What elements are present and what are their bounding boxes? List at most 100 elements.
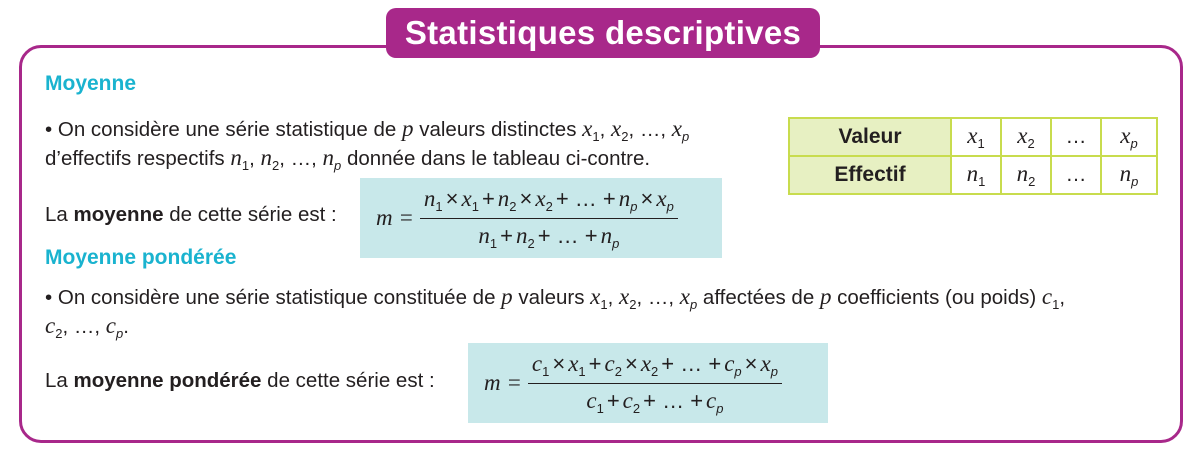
math-variable: xp: [679, 284, 698, 312]
math-variable: p: [402, 116, 414, 141]
row-header: Effectif: [788, 155, 952, 195]
math-operator: +: [606, 387, 620, 413]
math-variable: xp: [656, 185, 674, 214]
math-variable: x1: [461, 185, 479, 214]
subscript: 1: [489, 235, 498, 251]
moyenne-line-2: d’effectifs respectifs n1, n2, …, np don…: [45, 145, 650, 173]
ponderee-line-3: La moyenne pondérée de cette série est :: [45, 369, 435, 393]
subscript: 2: [651, 363, 659, 379]
text: de cette série est :: [261, 369, 435, 392]
text: ,: [1059, 286, 1066, 309]
subscript: 2: [55, 326, 63, 341]
math-variable: x2: [619, 284, 637, 312]
subscript: 1: [592, 129, 600, 144]
text: …: [1065, 125, 1087, 148]
subscript: p: [115, 326, 124, 341]
text: • On considère une série statistique con…: [45, 286, 502, 309]
text: , …,: [636, 286, 680, 309]
table-cell: …: [1050, 155, 1102, 195]
subscript: 1: [435, 198, 443, 214]
row-header: Valeur: [788, 117, 952, 157]
subscript: 2: [271, 158, 280, 173]
math-operator: + … +: [661, 350, 722, 376]
math-variable: cp: [105, 313, 124, 341]
moyenne-line-1: • On considère une série statistique de …: [45, 116, 689, 144]
denominator: c1 + c2 + … + cp: [586, 384, 723, 416]
fraction: c1 × x1 + c2 × x2 + … + cp × xp c1 + c2 + … + cp: [527, 350, 782, 416]
subscript: 1: [596, 400, 604, 416]
subscript: 2: [545, 198, 553, 214]
table-cell: x1: [950, 117, 1002, 157]
math-operator: + … +: [555, 185, 616, 211]
math-operator: ×: [519, 185, 533, 211]
table-cell: n2: [1000, 155, 1052, 195]
text: ,: [599, 118, 612, 141]
math-variable: xp: [671, 116, 690, 144]
subscript: 2: [509, 198, 517, 214]
moyenne-line-3: La moyenne de cette série est :: [45, 203, 337, 227]
subscript: p: [334, 158, 342, 173]
table-cell: n1: [950, 155, 1002, 195]
subscript: 1: [977, 136, 985, 151]
table-cell: x2: [1000, 117, 1052, 157]
math-operator: +: [500, 222, 513, 248]
math-variable: n1: [966, 161, 986, 189]
subscript: p: [734, 363, 742, 379]
math-variable: xp: [1120, 123, 1138, 151]
denominator: n1 + n2 + … + np: [478, 219, 619, 251]
subscript: 1: [1052, 297, 1060, 312]
subscript: p: [1130, 136, 1138, 151]
subscript: 1: [600, 297, 608, 312]
text: .: [123, 315, 129, 338]
subscript: 1: [578, 363, 586, 379]
text: …: [1065, 163, 1087, 186]
ponderee-formula: m = c1 × x1 + c2 × x2 + … + cp × xp c1 + c2 + … + cp: [468, 343, 828, 423]
math-variable: xp: [760, 350, 778, 379]
section-heading-moyenne-ponderee: Moyenne pondérée: [45, 246, 237, 269]
math-variable: n2: [260, 145, 280, 173]
subscript: p: [689, 297, 698, 312]
math-variable: x2: [1017, 123, 1035, 151]
math-variable: cp: [724, 350, 742, 379]
math-variable: np: [322, 145, 342, 173]
math-variable: np: [1119, 161, 1139, 189]
bold-term: moyenne: [73, 203, 164, 226]
math-operator: ×: [624, 350, 638, 376]
subscript: p: [1131, 174, 1139, 189]
math-operator: +: [481, 185, 495, 211]
text: , …,: [279, 147, 323, 170]
formula-lhs: m =: [484, 370, 522, 395]
table-cell: …: [1050, 117, 1102, 157]
math-variable: x2: [611, 116, 629, 144]
math-variable: c2: [604, 350, 622, 379]
math-variable: n1: [478, 222, 498, 251]
numerator: n1 × x1 + n2 × x2 + … + np × xp: [419, 185, 678, 219]
math-variable: np: [618, 185, 638, 214]
math-variable: x2: [535, 185, 553, 214]
text: La: [45, 369, 74, 392]
text: affectées de: [697, 286, 820, 309]
subscript: 1: [471, 198, 479, 214]
text: donnée dans le tableau ci-contre.: [341, 147, 651, 170]
subscript: p: [681, 129, 690, 144]
text: valeurs distinctes: [413, 118, 583, 141]
math-variable: np: [600, 222, 620, 251]
math-operator: ×: [445, 185, 459, 211]
subscript: p: [716, 400, 724, 416]
subscript: 2: [527, 235, 535, 251]
subscript: 1: [542, 363, 550, 379]
table-row-valeur: Valeur x1 x2 … xp: [788, 117, 1158, 157]
subscript: 2: [621, 129, 629, 144]
math-variable: x1: [582, 116, 600, 144]
text: • On considère une série statistique de: [45, 118, 403, 141]
math-variable: p: [501, 284, 513, 309]
math-variable: n2: [515, 222, 535, 251]
text: , …,: [62, 315, 106, 338]
table-row-effectif: Effectif n1 n2 … np: [788, 155, 1158, 195]
math-variable: c1: [586, 387, 604, 416]
subscript: p: [770, 363, 778, 379]
subscript: p: [666, 198, 674, 214]
text: La: [45, 203, 74, 226]
math-variable: p: [819, 284, 832, 309]
math-operator: + … +: [643, 387, 704, 413]
